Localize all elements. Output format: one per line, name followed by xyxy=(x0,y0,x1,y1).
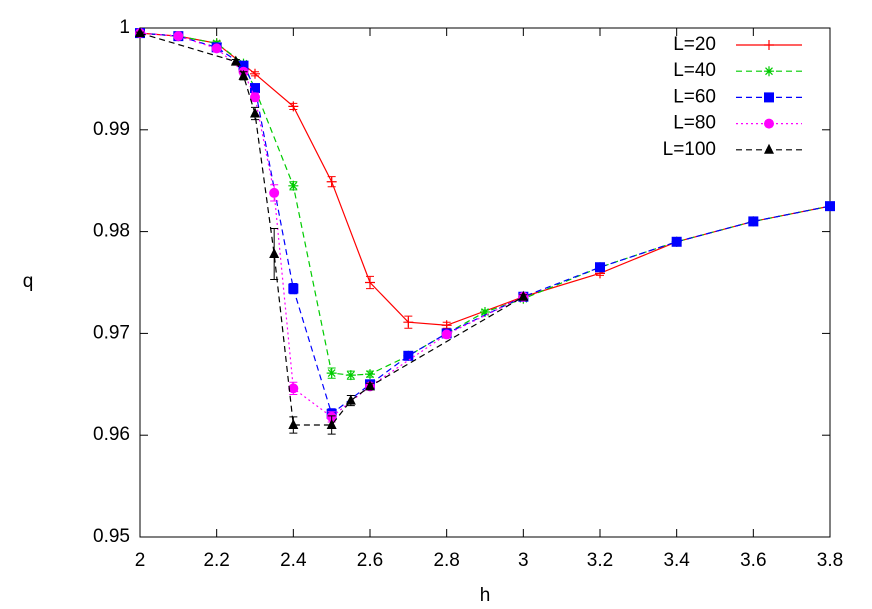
marker xyxy=(211,43,222,54)
marker xyxy=(288,101,299,112)
legend-label: L=60 xyxy=(673,86,716,107)
y-axis-label: q xyxy=(23,271,34,292)
series-line xyxy=(139,32,831,376)
marker xyxy=(764,40,774,50)
marker xyxy=(238,69,249,80)
marker xyxy=(326,368,337,379)
y-tick-label: 1 xyxy=(119,17,130,38)
marker xyxy=(441,329,452,340)
y-tick-label: 0.97 xyxy=(93,322,130,343)
marker xyxy=(764,143,774,154)
marker xyxy=(326,176,337,187)
marker xyxy=(345,370,356,381)
marker xyxy=(518,290,529,301)
marker xyxy=(250,83,260,94)
marker xyxy=(345,394,356,405)
marker xyxy=(365,369,375,380)
marker xyxy=(288,419,299,430)
marker xyxy=(288,283,299,294)
marker xyxy=(326,419,337,430)
marker xyxy=(250,107,260,118)
marker xyxy=(250,68,260,79)
marker xyxy=(365,277,375,288)
x-tick-label: 3.8 xyxy=(817,550,843,571)
marker xyxy=(671,236,682,247)
marker xyxy=(269,247,280,258)
legend-label: L=20 xyxy=(673,34,716,55)
marker xyxy=(173,31,184,42)
marker xyxy=(250,92,260,103)
x-tick-label: 2 xyxy=(135,550,146,571)
marker xyxy=(595,262,605,273)
marker xyxy=(288,180,299,191)
x-tick-label: 2.2 xyxy=(203,550,229,571)
x-tick-label: 3.6 xyxy=(740,550,766,571)
x-tick-label: 3.2 xyxy=(587,550,613,571)
marker xyxy=(269,187,280,198)
y-tick-label: 0.98 xyxy=(93,221,130,242)
y-tick-label: 0.99 xyxy=(93,119,130,140)
marker xyxy=(230,55,241,66)
marker xyxy=(403,350,414,361)
plot-frame xyxy=(139,27,831,538)
y-tick-label: 0.96 xyxy=(93,424,130,445)
x-axis-label: h xyxy=(480,585,491,606)
series-line xyxy=(139,32,524,426)
marker xyxy=(764,92,774,103)
marker xyxy=(825,201,835,212)
marker xyxy=(748,216,759,227)
series-line xyxy=(139,32,524,418)
y-tick-label: 0.95 xyxy=(93,526,130,547)
x-tick-label: 2.6 xyxy=(357,550,383,571)
legend-label: L=80 xyxy=(673,113,716,134)
marker xyxy=(764,118,774,129)
marker xyxy=(480,307,490,318)
marker xyxy=(288,383,299,394)
x-tick-label: 3.4 xyxy=(663,550,690,571)
marker xyxy=(238,60,249,71)
marker xyxy=(403,317,414,328)
legend-label: L=40 xyxy=(673,60,716,81)
x-tick-label: 3 xyxy=(518,550,529,571)
marker xyxy=(764,66,774,77)
x-tick-label: 2.4 xyxy=(280,550,307,571)
marker xyxy=(135,27,145,38)
x-tick-label: 2.8 xyxy=(433,550,459,571)
legend-label: L=100 xyxy=(663,139,716,160)
marker xyxy=(365,380,375,391)
series-line xyxy=(139,32,831,415)
